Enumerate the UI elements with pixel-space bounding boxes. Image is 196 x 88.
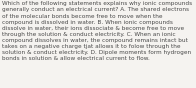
Text: Which of the following statements explains why ionic compounds
generally conduct: Which of the following statements explai… — [2, 1, 192, 61]
